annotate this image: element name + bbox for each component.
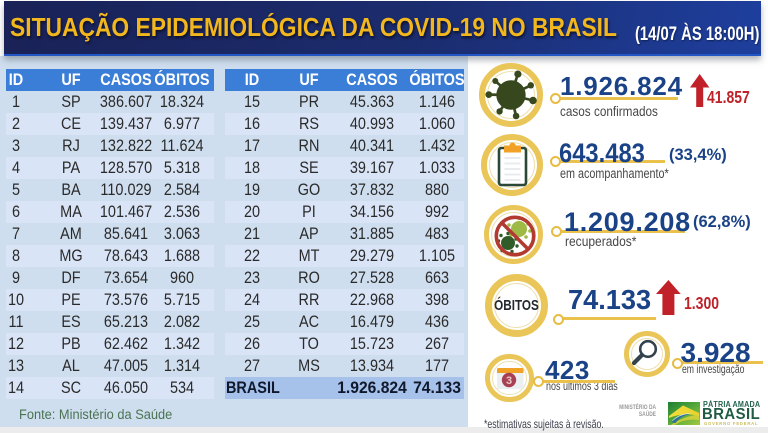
svg-text:3: 3 [506, 375, 512, 387]
